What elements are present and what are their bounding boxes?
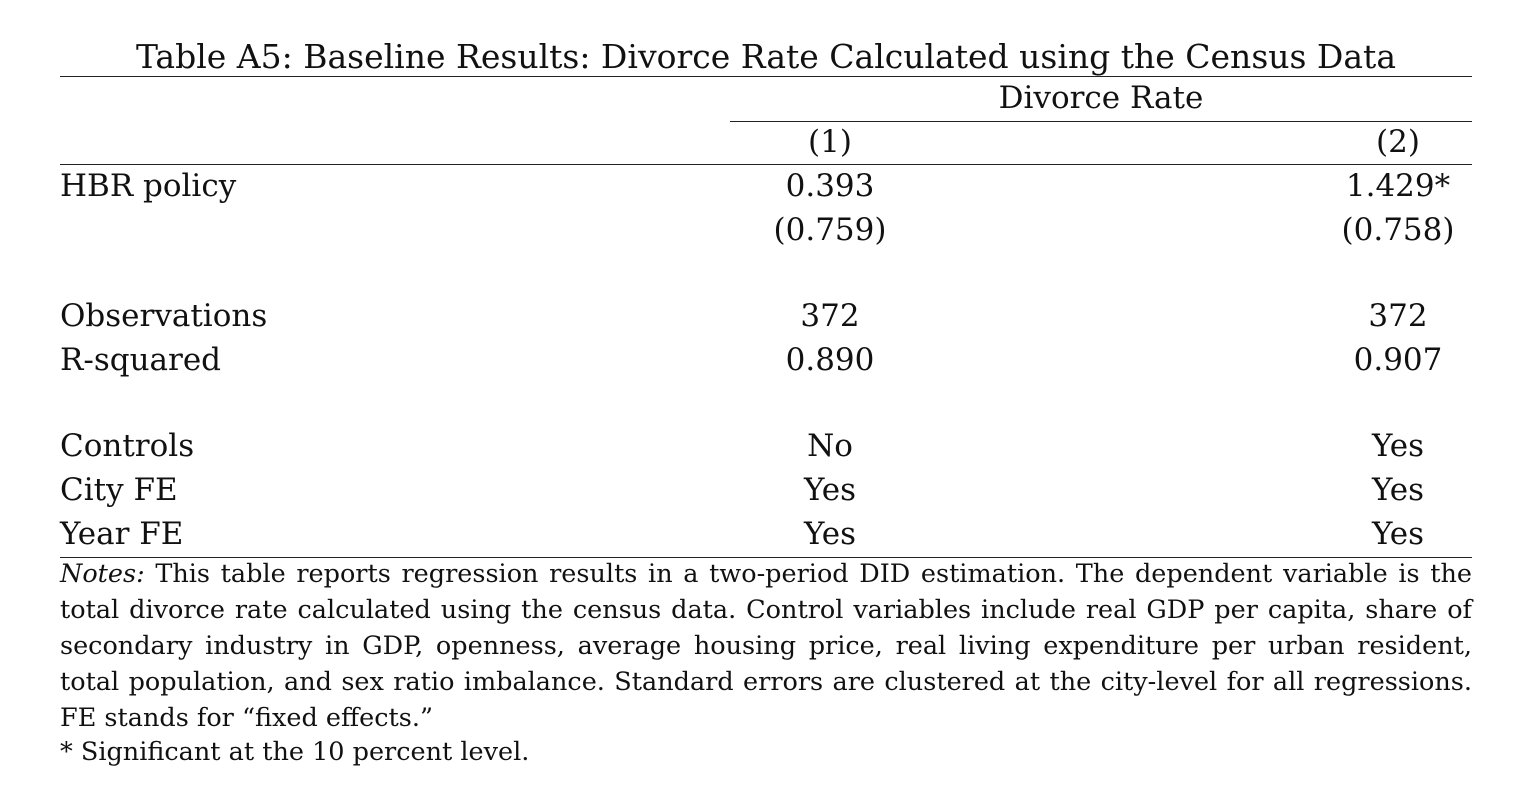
table-row: Controls No Yes — [60, 424, 1472, 468]
table-notes: Notes: This table reports regression res… — [60, 556, 1472, 736]
table-row: HBR policy 0.393 1.429* — [60, 164, 1472, 208]
top-rule — [60, 76, 1472, 77]
header-bottom-rule — [60, 164, 1472, 165]
controls-1: No — [807, 428, 853, 464]
r-squared-1: 0.890 — [785, 342, 875, 378]
r-squared-2: 0.907 — [1353, 342, 1443, 378]
column-number-row: (1) (2) — [60, 120, 1472, 164]
row-label-observations: Observations — [60, 298, 268, 334]
significance-footnote: * Significant at the 10 percent level. — [60, 737, 530, 767]
year-fe-2: Yes — [1371, 516, 1425, 552]
row-label-controls: Controls — [60, 428, 195, 464]
table-row: (0.759) (0.758) — [60, 208, 1472, 252]
table-row: Year FE Yes Yes — [60, 512, 1472, 556]
year-fe-1: Yes — [803, 516, 857, 552]
row-label-year-fe: Year FE — [60, 516, 184, 552]
table-row: Observations 372 372 — [60, 294, 1472, 338]
hbr-policy-coef-1: 0.393 — [785, 168, 875, 204]
row-label-r-squared: R-squared — [60, 342, 222, 378]
table-row: City FE Yes Yes — [60, 468, 1472, 512]
observations-2: 372 — [1368, 298, 1428, 334]
hbr-policy-se-2: (0.758) — [1341, 212, 1455, 248]
hbr-policy-coef-2: 1.429* — [1345, 168, 1451, 204]
city-fe-2: Yes — [1371, 472, 1425, 508]
column-2-header: (2) — [1376, 124, 1420, 160]
table-title: Table A5: Baseline Results: Divorce Rate… — [135, 37, 1396, 76]
notes-label: Notes: — [60, 559, 145, 589]
hbr-policy-se-1: (0.759) — [773, 212, 887, 248]
table-row: R-squared 0.890 0.907 — [60, 338, 1472, 382]
city-fe-1: Yes — [803, 472, 857, 508]
column-1-header: (1) — [808, 124, 852, 160]
controls-2: Yes — [1371, 428, 1425, 464]
regression-table: Table A5: Baseline Results: Divorce Rate… — [60, 37, 1472, 767]
row-label-city-fe: City FE — [60, 472, 178, 508]
dependent-variable-header: Divorce Rate — [998, 80, 1204, 116]
header-midrule — [730, 121, 1472, 122]
row-label-hbr-policy: HBR policy — [60, 168, 237, 204]
notes-text: This table reports regression results in… — [60, 559, 1472, 733]
bottom-rule — [60, 557, 1472, 558]
observations-1: 372 — [800, 298, 860, 334]
